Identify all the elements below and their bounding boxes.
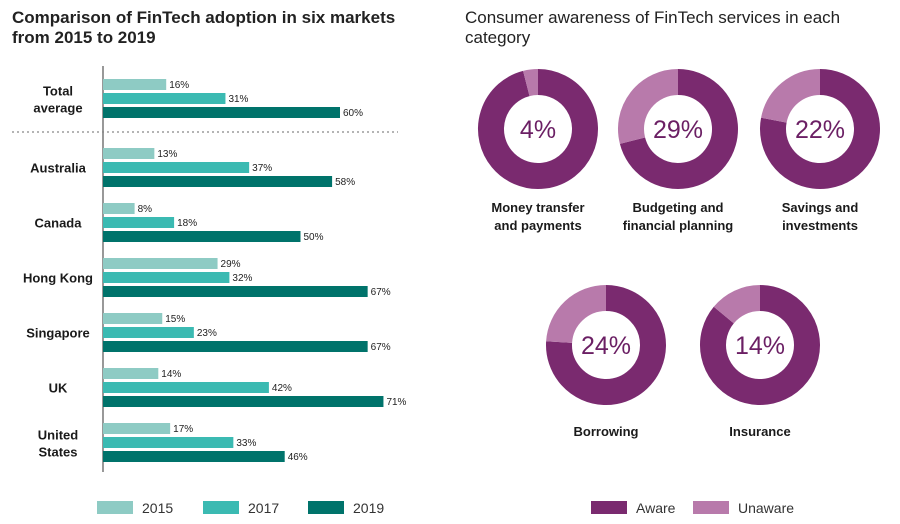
bar-value-label: 16% [169,80,189,91]
category-label: Canada [35,216,83,231]
bar-value-label: 60% [343,108,363,119]
bar-value-label: 29% [221,259,241,270]
donut-percent: 14% [735,332,785,360]
bar-value-label: 33% [236,438,256,449]
legend-label-aware: Aware [636,500,676,516]
bar-2019-3 [103,286,368,297]
bar-2019-6 [103,451,285,462]
legend-label-2019: 2019 [353,500,384,516]
bar-chart-title: Comparison of FinTech adoption in six ma… [12,8,396,47]
bar-2015-1 [103,148,155,159]
bar-2017-6 [103,437,234,448]
donut-unaware-slice [713,285,761,324]
bar-2017-5 [103,382,269,393]
bar-value-label: 23% [197,328,217,339]
bar-chart: Total average 16% 31% 60% Australia 13% 37% 58% C… [12,66,407,516]
bar-value-label: 31% [228,94,248,105]
bar-value-label: 17% [173,424,193,435]
bar-2019-4 [103,341,368,352]
category-label: United States [38,428,79,460]
donut-aware-slice [760,69,880,189]
bar-2017-0 [103,93,226,104]
legend-swatch-unaware [693,501,729,514]
legend-swatch-2019 [308,501,344,514]
legend-label-unaware: Unaware [738,500,794,516]
bar-2017-2 [103,217,175,228]
donut-unaware-slice [523,69,539,97]
donut-percent: 29% [653,116,703,144]
donut-percent: 22% [795,116,845,144]
donut-percent: 4% [520,116,556,144]
bar-2019-2 [103,231,301,242]
donut-unaware-slice [546,285,607,344]
bar-2015-4 [103,313,163,324]
bar-2017-3 [103,272,230,283]
legend-label-2017: 2017 [248,500,279,516]
donut-caption: Insurance [729,424,790,439]
bar-value-label: 67% [371,342,391,353]
bar-value-label: 71% [386,397,406,408]
bar-2019-5 [103,396,384,407]
bar-2019-1 [103,176,333,187]
donut-aware-slice [546,285,666,405]
legend-swatch-2015 [97,501,133,514]
bar-value-label: 15% [165,314,185,325]
bar-value-label: 58% [335,177,355,188]
bar-2015-0 [103,79,167,90]
donut-unaware-slice [618,69,679,144]
category-label: Singapore [26,326,90,341]
legend-swatch-aware [591,501,627,514]
bar-value-label: 8% [138,204,153,215]
legend-swatch-2017 [203,501,239,514]
bar-value-label: 18% [177,218,197,229]
bar-value-label: 46% [288,452,308,463]
bar-value-label: 50% [304,232,324,243]
bar-2015-5 [103,368,159,379]
bar-value-label: 37% [252,163,272,174]
legend-label-2015: 2015 [142,500,173,516]
donut-caption: Savings and investments [782,200,859,233]
donut-aware-slice [700,285,820,405]
category-label: UK [49,381,68,396]
bar-2017-1 [103,162,250,173]
category-label: Total average [33,84,82,116]
donut-caption: Budgeting and financial planning [623,200,734,233]
bar-value-label: 67% [371,287,391,298]
bar-value-label: 32% [232,273,252,284]
donut-chart-title: Consumer awareness of FinTech services i… [465,8,841,47]
category-label: Australia [30,161,86,176]
bar-2015-2 [103,203,135,214]
donut-unaware-slice [761,69,821,124]
bar-value-label: 13% [157,149,177,160]
donut-caption: Money transfer and payments [491,200,584,233]
bar-2015-3 [103,258,218,269]
category-label: Hong Kong [23,271,93,286]
donut-caption: Borrowing [574,424,639,439]
bar-2019-0 [103,107,340,118]
donut-percent: 24% [581,332,631,360]
bar-value-label: 42% [272,383,292,394]
bar-value-label: 14% [161,369,181,380]
donut-aware-slice [478,69,598,189]
donut-aware-slice [619,69,738,189]
bar-2017-4 [103,327,194,338]
bar-2015-6 [103,423,171,434]
